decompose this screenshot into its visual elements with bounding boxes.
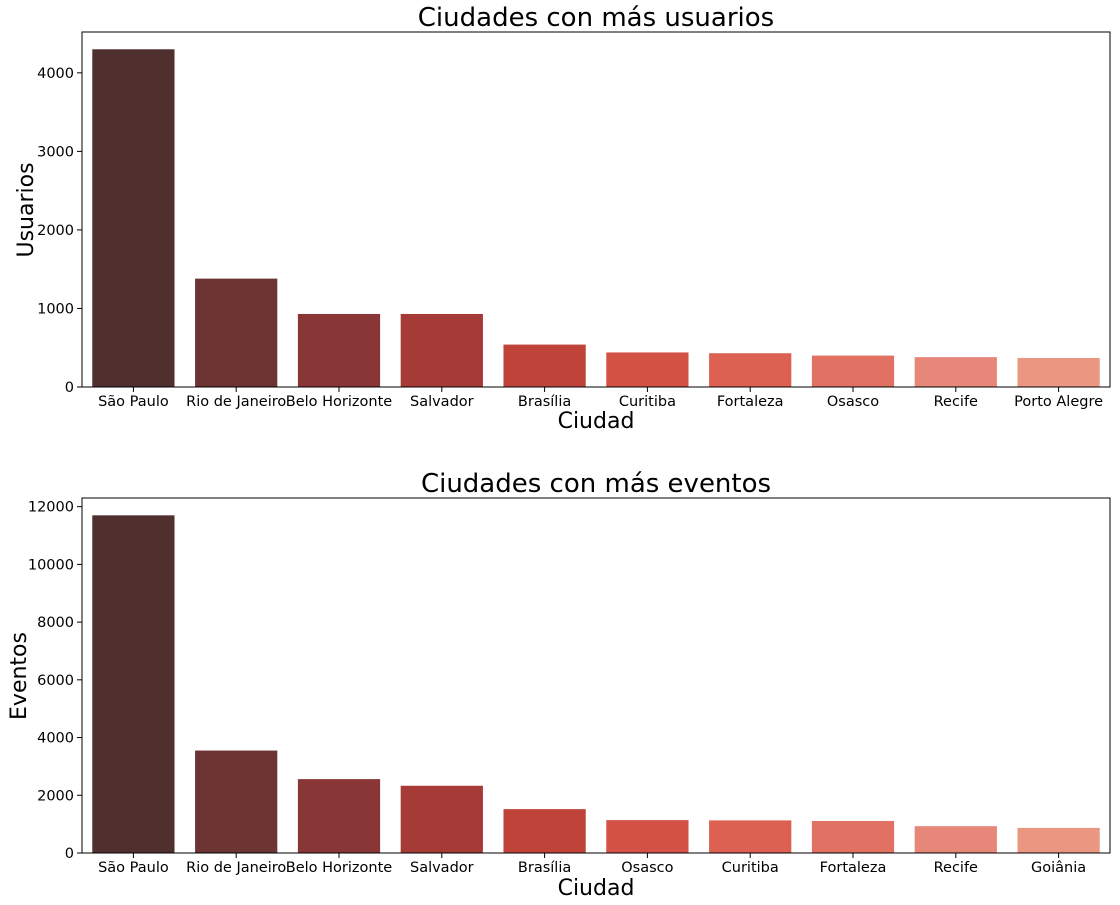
bar	[400, 785, 483, 853]
bar	[195, 750, 278, 853]
bar	[503, 344, 586, 387]
x-axis: São Paulo Rio de Janeiro Belo Horizonte Sal…	[98, 387, 1103, 410]
y-tick-label: 4000	[37, 66, 74, 82]
bar	[297, 779, 381, 853]
y-axis: 0 1000 2000 3000 4000	[37, 66, 82, 396]
y-tick-label: 0	[65, 380, 74, 396]
x-tick-label: São Paulo	[98, 394, 169, 410]
y-axis-label: Eventos	[7, 632, 32, 720]
bar	[92, 49, 175, 388]
bar-group	[92, 49, 1100, 388]
bar	[503, 809, 586, 853]
y-tick-label: 0	[65, 846, 74, 862]
x-tick-label: Brasília	[518, 860, 571, 876]
chart-users: Ciudades con más usuarios Ciudad Usuario…	[14, 3, 1111, 434]
bar	[811, 355, 895, 387]
y-tick-label: 6000	[37, 673, 74, 689]
bar	[914, 826, 997, 853]
x-tick-label: Salvador	[410, 394, 474, 410]
x-tick-label: Fortaleza	[820, 860, 887, 876]
x-tick-label: Belo Horizonte	[286, 860, 392, 876]
x-axis-label: Ciudad	[558, 409, 635, 434]
y-axis: 0 2000 4000 6000 8000 10000 12000	[28, 500, 82, 862]
bar	[92, 515, 175, 853]
x-tick-label: Porto Alegre	[1014, 394, 1103, 410]
x-tick-label: Osasco	[621, 860, 673, 876]
x-tick-label: Goiânia	[1031, 860, 1086, 876]
y-tick-label: 2000	[37, 788, 74, 804]
x-tick-label: Recife	[934, 394, 978, 410]
x-tick-label: Recife	[934, 860, 978, 876]
chart-title: Ciudades con más usuarios	[418, 3, 774, 33]
x-tick-label: São Paulo	[98, 860, 169, 876]
bar	[709, 353, 792, 387]
bar	[1017, 827, 1100, 853]
chart-title: Ciudades con más eventos	[421, 469, 771, 499]
bar	[297, 313, 381, 387]
plot-frame	[81, 497, 1111, 854]
x-axis: São Paulo Rio de Janeiro Belo Horizonte Sal…	[98, 853, 1086, 876]
y-tick-label: 4000	[37, 731, 74, 747]
x-tick-label: Curitiba	[619, 394, 676, 410]
y-tick-label: 10000	[28, 557, 74, 573]
x-tick-label: Rio de Janeiro	[186, 394, 286, 410]
plot-frame	[81, 31, 1111, 388]
y-tick-label: 12000	[28, 500, 74, 516]
bar	[709, 820, 792, 853]
x-tick-label: Rio de Janeiro	[186, 860, 286, 876]
y-tick-label: 8000	[37, 615, 74, 631]
bar	[195, 278, 278, 387]
x-tick-label: Belo Horizonte	[286, 394, 392, 410]
bar	[914, 357, 997, 387]
chart-events: Ciudades con más eventos Ciudad Eventos …	[7, 469, 1111, 901]
bar	[606, 352, 689, 387]
bar	[606, 820, 689, 853]
y-axis-label: Usuarios	[14, 162, 39, 257]
x-axis-label: Ciudad	[558, 876, 635, 901]
y-tick-label: 3000	[37, 144, 74, 160]
x-tick-label: Salvador	[410, 860, 474, 876]
y-tick-label: 2000	[37, 223, 74, 239]
x-tick-label: Curitiba	[722, 860, 779, 876]
bar	[811, 820, 895, 853]
y-tick-label: 1000	[37, 301, 74, 317]
bar	[1017, 357, 1100, 387]
bar	[400, 313, 483, 387]
bar-group	[92, 515, 1100, 853]
x-tick-label: Osasco	[827, 394, 879, 410]
x-tick-label: Brasília	[518, 394, 571, 410]
x-tick-label: Fortaleza	[717, 394, 784, 410]
